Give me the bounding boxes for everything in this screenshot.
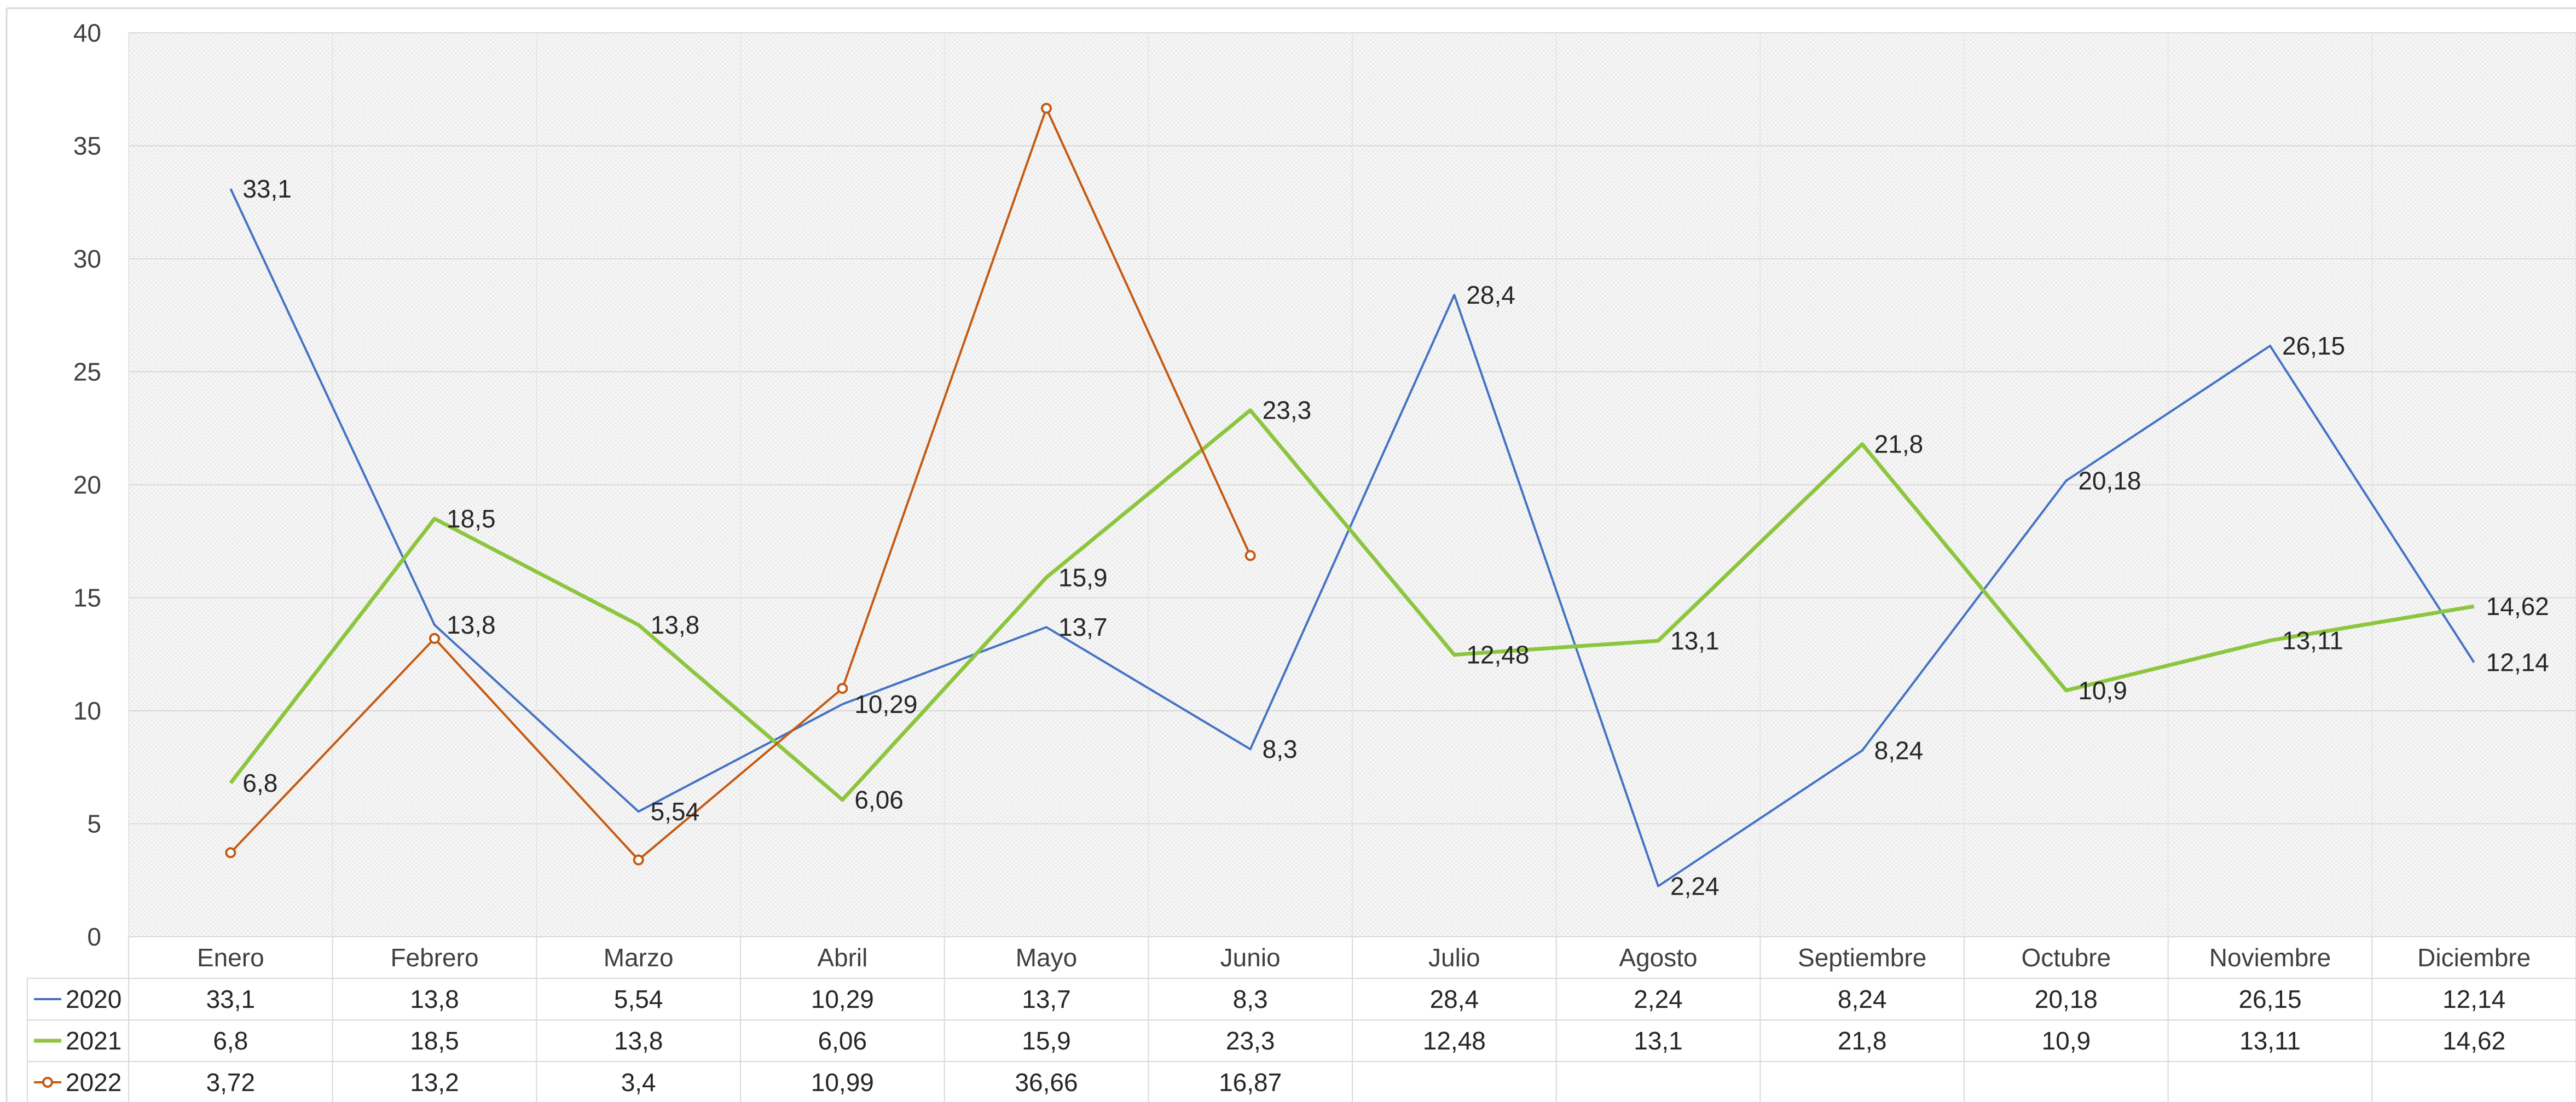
x-tick-label: Enero xyxy=(197,943,264,972)
table-cell: 13,11 xyxy=(2239,1026,2301,1055)
table-cell: 16,87 xyxy=(1219,1068,1282,1097)
legend-marker xyxy=(42,1077,53,1088)
table-cell: 21,8 xyxy=(1838,1026,1887,1055)
table-cell: 8,3 xyxy=(1233,985,1268,1013)
data-label: 10,29 xyxy=(854,690,917,718)
table-cell: 13,7 xyxy=(1022,985,1071,1013)
data-labels: 33,1 13,8 5,54 10,29 13,7 8,3 28,4 2,24 8,24 20,1… xyxy=(242,175,2549,901)
table-cell: 13,8 xyxy=(410,985,459,1013)
data-label: 15,9 xyxy=(1058,563,1108,591)
legend-label: 2021 xyxy=(66,1026,121,1055)
legend-label: 2022 xyxy=(66,1068,121,1097)
data-point xyxy=(225,847,236,859)
data-label: 5,54 xyxy=(651,797,700,826)
y-tick-label: 35 xyxy=(73,132,101,160)
data-label: 13,8 xyxy=(447,611,496,639)
data-label: 28,4 xyxy=(1466,281,1515,309)
data-label: 12,14 xyxy=(2486,648,2549,677)
data-label: 14,62 xyxy=(2486,592,2549,620)
series-lines xyxy=(225,102,2475,888)
data-label: 12,48 xyxy=(1466,641,1529,669)
y-tick-label: 40 xyxy=(73,19,101,47)
y-tick-label: 25 xyxy=(73,358,101,386)
table-cell: 6,06 xyxy=(818,1026,867,1055)
data-label: 23,3 xyxy=(1263,396,1312,425)
data-label: 26,15 xyxy=(2282,332,2345,360)
data-label: 18,5 xyxy=(447,504,496,533)
series-line-2021 xyxy=(229,408,2475,802)
data-label: 10,9 xyxy=(2078,676,2127,705)
x-tick-label: Mayo xyxy=(1016,943,1077,972)
y-tick-label: 10 xyxy=(73,697,101,725)
data-table: Enero Febrero Marzo Abril Mayo Junio Julio Agos… xyxy=(27,936,2576,1102)
table-cell: 12,48 xyxy=(1423,1026,1486,1055)
data-label: 8,3 xyxy=(1263,735,1298,763)
table-cell: 5,54 xyxy=(614,985,663,1013)
table-cell: 20,18 xyxy=(2035,985,2098,1013)
x-tick-label: Septiembre xyxy=(1798,943,1926,972)
data-label: 6,06 xyxy=(854,786,904,814)
table-cell: 10,29 xyxy=(811,985,874,1013)
data-label: 13,7 xyxy=(1058,613,1108,641)
data-point xyxy=(1244,550,1256,561)
data-label: 33,1 xyxy=(242,175,292,203)
table-cell: 10,99 xyxy=(811,1068,874,1097)
x-tick-label: Noviembre xyxy=(2209,943,2331,972)
data-label: 13,11 xyxy=(2282,627,2343,655)
y-tick-label: 30 xyxy=(73,245,101,273)
data-point xyxy=(837,683,848,694)
data-point xyxy=(1041,102,1052,114)
x-tick-label: Febrero xyxy=(390,943,478,972)
table-cell: 13,1 xyxy=(1634,1026,1683,1055)
table-cell: 10,9 xyxy=(2042,1026,2091,1055)
x-tick-label: Marzo xyxy=(604,943,674,972)
table-cell: 2,24 xyxy=(1634,985,1683,1013)
x-tick-label: Abril xyxy=(817,943,867,972)
x-tick-label: Diciembre xyxy=(2417,943,2531,972)
data-label: 6,8 xyxy=(242,769,277,797)
series-line-2022 xyxy=(229,107,1252,861)
y-tick-label: 5 xyxy=(87,810,101,838)
y-axis: 0 5 10 15 20 25 30 35 40 xyxy=(73,19,101,951)
x-tick-label: Julio xyxy=(1428,943,1480,972)
table-cell: 28,4 xyxy=(1430,985,1479,1013)
data-point xyxy=(429,633,440,644)
data-label: 20,18 xyxy=(2078,467,2141,495)
table-cell: 3,72 xyxy=(206,1068,256,1097)
table-cell: 8,24 xyxy=(1838,985,1887,1013)
x-tick-label: Junio xyxy=(1220,943,1281,972)
table-cell: 36,66 xyxy=(1015,1068,1078,1097)
table-cell: 6,8 xyxy=(213,1026,248,1055)
y-tick-label: 0 xyxy=(87,923,101,951)
table-cell: 13,8 xyxy=(614,1026,663,1055)
data-label: 8,24 xyxy=(1874,736,1924,765)
x-tick-label: Octubre xyxy=(2022,943,2111,972)
table-cell: 14,62 xyxy=(2442,1026,2505,1055)
table-cell: 13,2 xyxy=(410,1068,459,1097)
series-line-2020 xyxy=(229,188,2475,888)
data-label: 2,24 xyxy=(1670,872,1720,900)
table-cell: 15,9 xyxy=(1022,1026,1071,1055)
table-cell: 26,15 xyxy=(2238,985,2301,1013)
data-label: 13,1 xyxy=(1670,627,1720,655)
y-tick-label: 20 xyxy=(73,471,101,499)
legend-label: 2020 xyxy=(66,985,121,1013)
table-cell: 23,3 xyxy=(1226,1026,1275,1055)
y-tick-label: 15 xyxy=(73,584,101,612)
gridlines xyxy=(5,7,2576,1102)
x-tick-label: Agosto xyxy=(1619,943,1697,972)
table-cell: 33,1 xyxy=(206,985,256,1013)
table-cell: 12,14 xyxy=(2442,985,2505,1013)
data-point xyxy=(633,854,644,866)
table-cell: 3,4 xyxy=(621,1068,656,1097)
data-label: 13,8 xyxy=(651,611,700,639)
table-cell: 18,5 xyxy=(410,1026,459,1055)
data-label: 21,8 xyxy=(1874,430,1924,459)
